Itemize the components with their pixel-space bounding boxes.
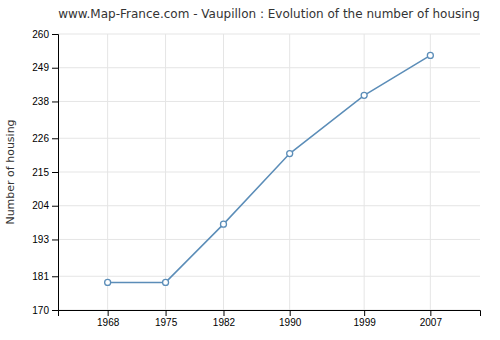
tick-mark: [52, 68, 58, 69]
tick-label: 181: [32, 271, 49, 282]
tick-mark: [166, 310, 167, 316]
tick-mark: [223, 310, 224, 316]
tick-label: 226: [32, 133, 49, 144]
tick-mark: [52, 276, 58, 277]
tick-label: 204: [32, 200, 49, 211]
grid-line: [58, 138, 480, 139]
line: [108, 55, 431, 282]
tick-label: 1990: [279, 317, 302, 328]
tick-mark: [52, 239, 58, 240]
y-axis-title: Number of housing: [4, 119, 17, 224]
title: www.Map-France.com - Vaupillon : Evoluti…: [58, 7, 480, 21]
grid-line: [58, 205, 480, 206]
tick-label: 238: [32, 96, 49, 107]
tick-label: 1999: [354, 317, 377, 328]
grid-line: [430, 34, 431, 310]
x-axis-line: [59, 311, 481, 317]
tick-label: 1968: [97, 317, 120, 328]
tick: 170: [32, 305, 58, 316]
tick-label: 1975: [155, 317, 178, 328]
tick-mark: [52, 138, 58, 139]
tick-label: 1982: [213, 317, 236, 328]
tick-mark: [52, 310, 58, 311]
y-axis: 170 181 193 204 215 226 238 249 260: [32, 29, 58, 316]
grid-line: [289, 34, 290, 310]
tick-label: 260: [32, 29, 49, 40]
chart: 1968 1975 1982 1990 1999 2007 170 181 193 204 215 2…: [0, 0, 500, 340]
tick-label: 170: [32, 305, 49, 316]
grid-line: [364, 34, 365, 310]
tick-mark: [108, 310, 109, 316]
tick: 204: [32, 200, 58, 211]
y-axis-line: [52, 35, 59, 311]
tick: 181: [32, 271, 58, 282]
tick-mark: [290, 310, 291, 316]
grid-line: [58, 101, 480, 102]
point: [287, 151, 293, 157]
point: [105, 279, 111, 285]
grid-line: [58, 34, 480, 35]
tick-mark: [52, 101, 58, 102]
tick: 1975: [155, 310, 178, 328]
tick-mark: [52, 34, 58, 35]
tick: 193: [32, 234, 58, 245]
tick: 1982: [213, 310, 236, 328]
grid-line: [107, 34, 108, 310]
point: [163, 279, 169, 285]
tick: 1990: [279, 310, 302, 328]
grid-line: [58, 239, 480, 240]
grid-line: [58, 172, 480, 173]
tick-mark: [430, 310, 431, 316]
tick-label: 215: [32, 167, 49, 178]
x-axis: 1968 1975 1982 1990 1999 2007: [59, 310, 481, 328]
point: [427, 52, 433, 58]
grid-line: [58, 276, 480, 277]
grid-line: [58, 67, 480, 68]
tick-mark: [52, 206, 58, 207]
tick-mark: [364, 310, 365, 316]
tick: 2007: [420, 310, 443, 328]
tick: 215: [32, 167, 58, 178]
point: [220, 221, 226, 227]
tick-mark: [52, 172, 58, 173]
tick-label: 2007: [420, 317, 443, 328]
tick: 1999: [354, 310, 377, 328]
grid: [58, 34, 480, 310]
tick: 1968: [97, 310, 120, 328]
grid-line: [165, 34, 166, 310]
tick-label: 249: [32, 62, 49, 73]
tick: 249: [32, 62, 58, 73]
tick: 238: [32, 96, 58, 107]
plot-area: [105, 52, 434, 285]
point: [361, 92, 367, 98]
tick: 260: [32, 29, 58, 40]
tick: 226: [32, 133, 58, 144]
tick-label: 193: [32, 234, 49, 245]
grid-line: [223, 34, 224, 310]
